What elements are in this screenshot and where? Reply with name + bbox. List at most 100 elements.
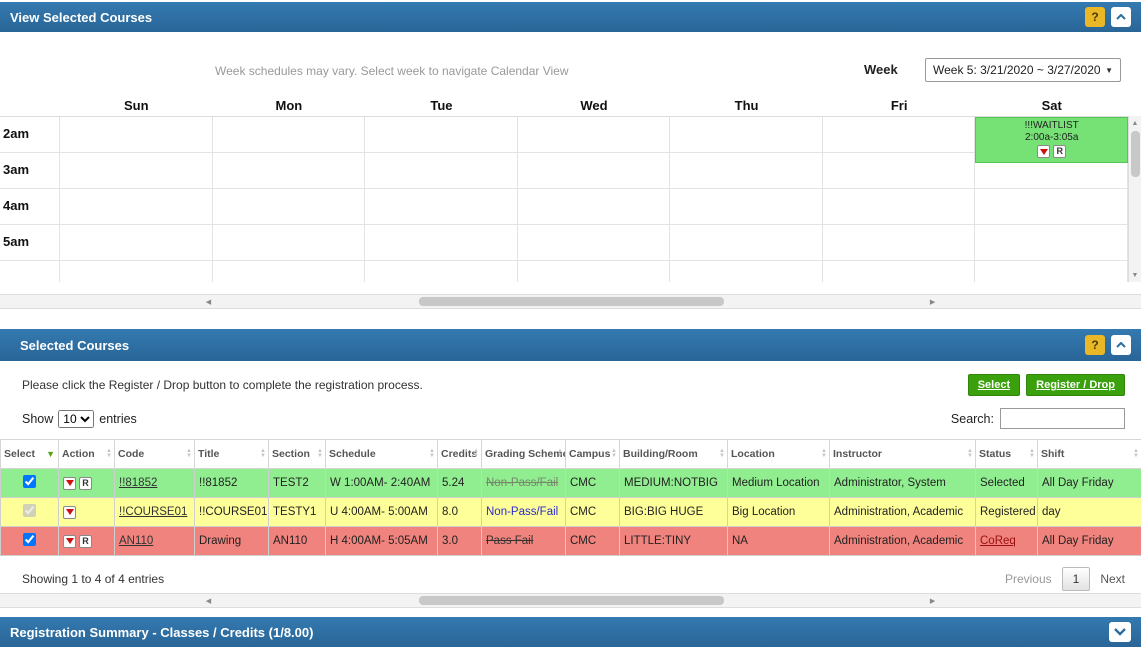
column-label: Action bbox=[62, 448, 95, 460]
cell-shift: day bbox=[1038, 498, 1141, 527]
instruction-row: Please click the Register / Drop button … bbox=[22, 374, 1125, 396]
cell-select bbox=[1, 527, 59, 556]
grading-scheme-link[interactable]: Non-Pass/Fail bbox=[486, 506, 558, 518]
calendar-cell bbox=[823, 153, 976, 188]
column-header-grading-scheme[interactable]: Grading Scheme▲▼ bbox=[482, 440, 566, 469]
column-header-section[interactable]: Section▲▼ bbox=[269, 440, 326, 469]
help-button[interactable]: ? bbox=[1085, 335, 1105, 355]
week-select[interactable]: Week 5: 3/21/2020 ~ 3/27/2020 ▼ bbox=[925, 58, 1121, 82]
calendar-note: Week schedules may vary. Select week to … bbox=[215, 64, 569, 78]
column-label: Select bbox=[4, 448, 35, 460]
register-drop-button[interactable]: Register / Drop bbox=[1026, 374, 1125, 396]
register-icon[interactable]: R bbox=[79, 535, 92, 548]
calendar-cell bbox=[975, 225, 1128, 260]
scroll-left-arrow-icon[interactable]: ◀ bbox=[0, 594, 417, 608]
vertical-scrollbar-thumb[interactable] bbox=[1131, 131, 1140, 177]
calendar-event-waitlist[interactable]: !!!WAITLIST 2:00a-3:05a R bbox=[975, 117, 1128, 163]
column-header-campus[interactable]: Campus▲▼ bbox=[566, 440, 620, 469]
scroll-right-arrow-icon[interactable]: ▶ bbox=[724, 295, 1141, 309]
day-header-tue: Tue bbox=[365, 98, 518, 116]
course-code-link[interactable]: AN110 bbox=[119, 535, 153, 547]
cell-building-room: BIG:BIG HUGE bbox=[620, 498, 728, 527]
sort-icons: ▲▼ bbox=[1029, 449, 1035, 459]
event-time: 2:00a-3:05a bbox=[976, 132, 1127, 144]
collapse-selected-courses-button[interactable] bbox=[1111, 335, 1131, 355]
collapse-calendar-button[interactable] bbox=[1111, 7, 1131, 27]
cell-campus: CMC bbox=[566, 469, 620, 498]
row-select-checkbox[interactable] bbox=[23, 475, 36, 488]
cell-credits: 3.0 bbox=[438, 527, 482, 556]
coreq-status-link[interactable]: CoReq bbox=[980, 535, 1016, 547]
row-select-checkbox[interactable] bbox=[23, 533, 36, 546]
cell-shift: All Day Friday bbox=[1038, 527, 1141, 556]
column-header-location[interactable]: Location▲▼ bbox=[728, 440, 830, 469]
red-mark-icon bbox=[66, 480, 74, 486]
column-header-instructor[interactable]: Instructor▲▼ bbox=[830, 440, 976, 469]
column-header-action[interactable]: Action▲▼ bbox=[59, 440, 115, 469]
table-horizontal-scrollbar[interactable]: ◀ ▶ bbox=[0, 593, 1141, 608]
view-selected-courses-header-bar: View Selected Courses ? bbox=[0, 2, 1141, 32]
red-mark-icon bbox=[66, 509, 74, 515]
instruction-text: Please click the Register / Drop button … bbox=[22, 378, 423, 392]
pagination-page-1[interactable]: 1 bbox=[1062, 567, 1091, 591]
column-header-status[interactable]: Status▲▼ bbox=[976, 440, 1038, 469]
scroll-up-arrow-icon[interactable]: ▲ bbox=[1129, 116, 1141, 130]
cell-status: CoReq bbox=[976, 527, 1038, 556]
cell-code: AN110 bbox=[115, 527, 195, 556]
calendar-cell bbox=[60, 261, 213, 282]
show-label: Show bbox=[22, 412, 53, 426]
scroll-down-arrow-icon[interactable]: ▼ bbox=[1129, 268, 1141, 282]
cell-code: !!81852 bbox=[115, 469, 195, 498]
calendar-vertical-scrollbar[interactable]: ▲ ▼ bbox=[1128, 116, 1141, 282]
drop-course-icon[interactable] bbox=[1037, 145, 1050, 158]
horizontal-scrollbar-thumb[interactable] bbox=[419, 596, 724, 605]
scroll-right-arrow-icon[interactable]: ▶ bbox=[724, 594, 1141, 608]
column-header-title[interactable]: Title▲▼ bbox=[195, 440, 269, 469]
calendar-row-4am: 4am bbox=[0, 189, 1128, 225]
cell-section: AN110 bbox=[269, 527, 326, 556]
column-label: Credits bbox=[441, 448, 477, 460]
calendar-cell bbox=[975, 189, 1128, 224]
calendar-day-header: Sun Mon Tue Wed Thu Fri Sat bbox=[0, 98, 1128, 116]
calendar-cell bbox=[823, 261, 976, 282]
calendar-cell bbox=[365, 189, 518, 224]
day-header-wed: Wed bbox=[518, 98, 671, 116]
course-code-link[interactable]: !!COURSE01 bbox=[119, 506, 187, 518]
pagination-next[interactable]: Next bbox=[1100, 572, 1125, 586]
register-icon[interactable]: R bbox=[1053, 145, 1066, 158]
cell-section: TEST2 bbox=[269, 469, 326, 498]
drop-course-icon[interactable] bbox=[63, 506, 76, 519]
select-button[interactable]: Select bbox=[968, 374, 1020, 396]
calendar-cell bbox=[365, 225, 518, 260]
scroll-left-arrow-icon[interactable]: ◀ bbox=[0, 295, 417, 309]
search-input[interactable] bbox=[1000, 408, 1125, 429]
showing-entries-text: Showing 1 to 4 of 4 entries bbox=[22, 572, 164, 586]
column-header-building-room[interactable]: Building/Room▲▼ bbox=[620, 440, 728, 469]
column-header-schedule[interactable]: Schedule▲▼ bbox=[326, 440, 438, 469]
entries-select[interactable]: 10 bbox=[58, 410, 94, 428]
cell-status: Selected bbox=[976, 469, 1038, 498]
column-label: Title bbox=[198, 448, 219, 460]
table-footer: Showing 1 to 4 of 4 entries Previous 1 N… bbox=[22, 567, 1125, 591]
drop-course-icon[interactable] bbox=[63, 535, 76, 548]
dropdown-arrow-icon: ▼ bbox=[1105, 66, 1113, 75]
help-button[interactable]: ? bbox=[1085, 7, 1105, 27]
week-select-value: Week 5: 3/21/2020 ~ 3/27/2020 bbox=[933, 63, 1101, 77]
expand-summary-button[interactable] bbox=[1109, 622, 1131, 642]
sort-icons: ▲▼ bbox=[1133, 449, 1139, 459]
register-icon[interactable]: R bbox=[79, 477, 92, 490]
column-header-select[interactable]: Select▼ bbox=[1, 440, 59, 469]
grading-scheme-text: Pass Fail bbox=[486, 535, 533, 547]
calendar-cell bbox=[975, 261, 1128, 282]
course-code-link[interactable]: !!81852 bbox=[119, 477, 157, 489]
calendar-horizontal-scrollbar[interactable]: ◀ ▶ bbox=[0, 294, 1141, 309]
horizontal-scrollbar-thumb[interactable] bbox=[419, 297, 724, 306]
pagination-previous[interactable]: Previous bbox=[1005, 572, 1052, 586]
column-header-credits[interactable]: Credits▲▼ bbox=[438, 440, 482, 469]
column-header-code[interactable]: Code▲▼ bbox=[115, 440, 195, 469]
calendar-controls: Week schedules may vary. Select week to … bbox=[0, 56, 1141, 86]
column-header-shift[interactable]: Shift▲▼ bbox=[1038, 440, 1141, 469]
calendar-cell bbox=[518, 153, 671, 188]
drop-course-icon[interactable] bbox=[63, 477, 76, 490]
cell-campus: CMC bbox=[566, 527, 620, 556]
